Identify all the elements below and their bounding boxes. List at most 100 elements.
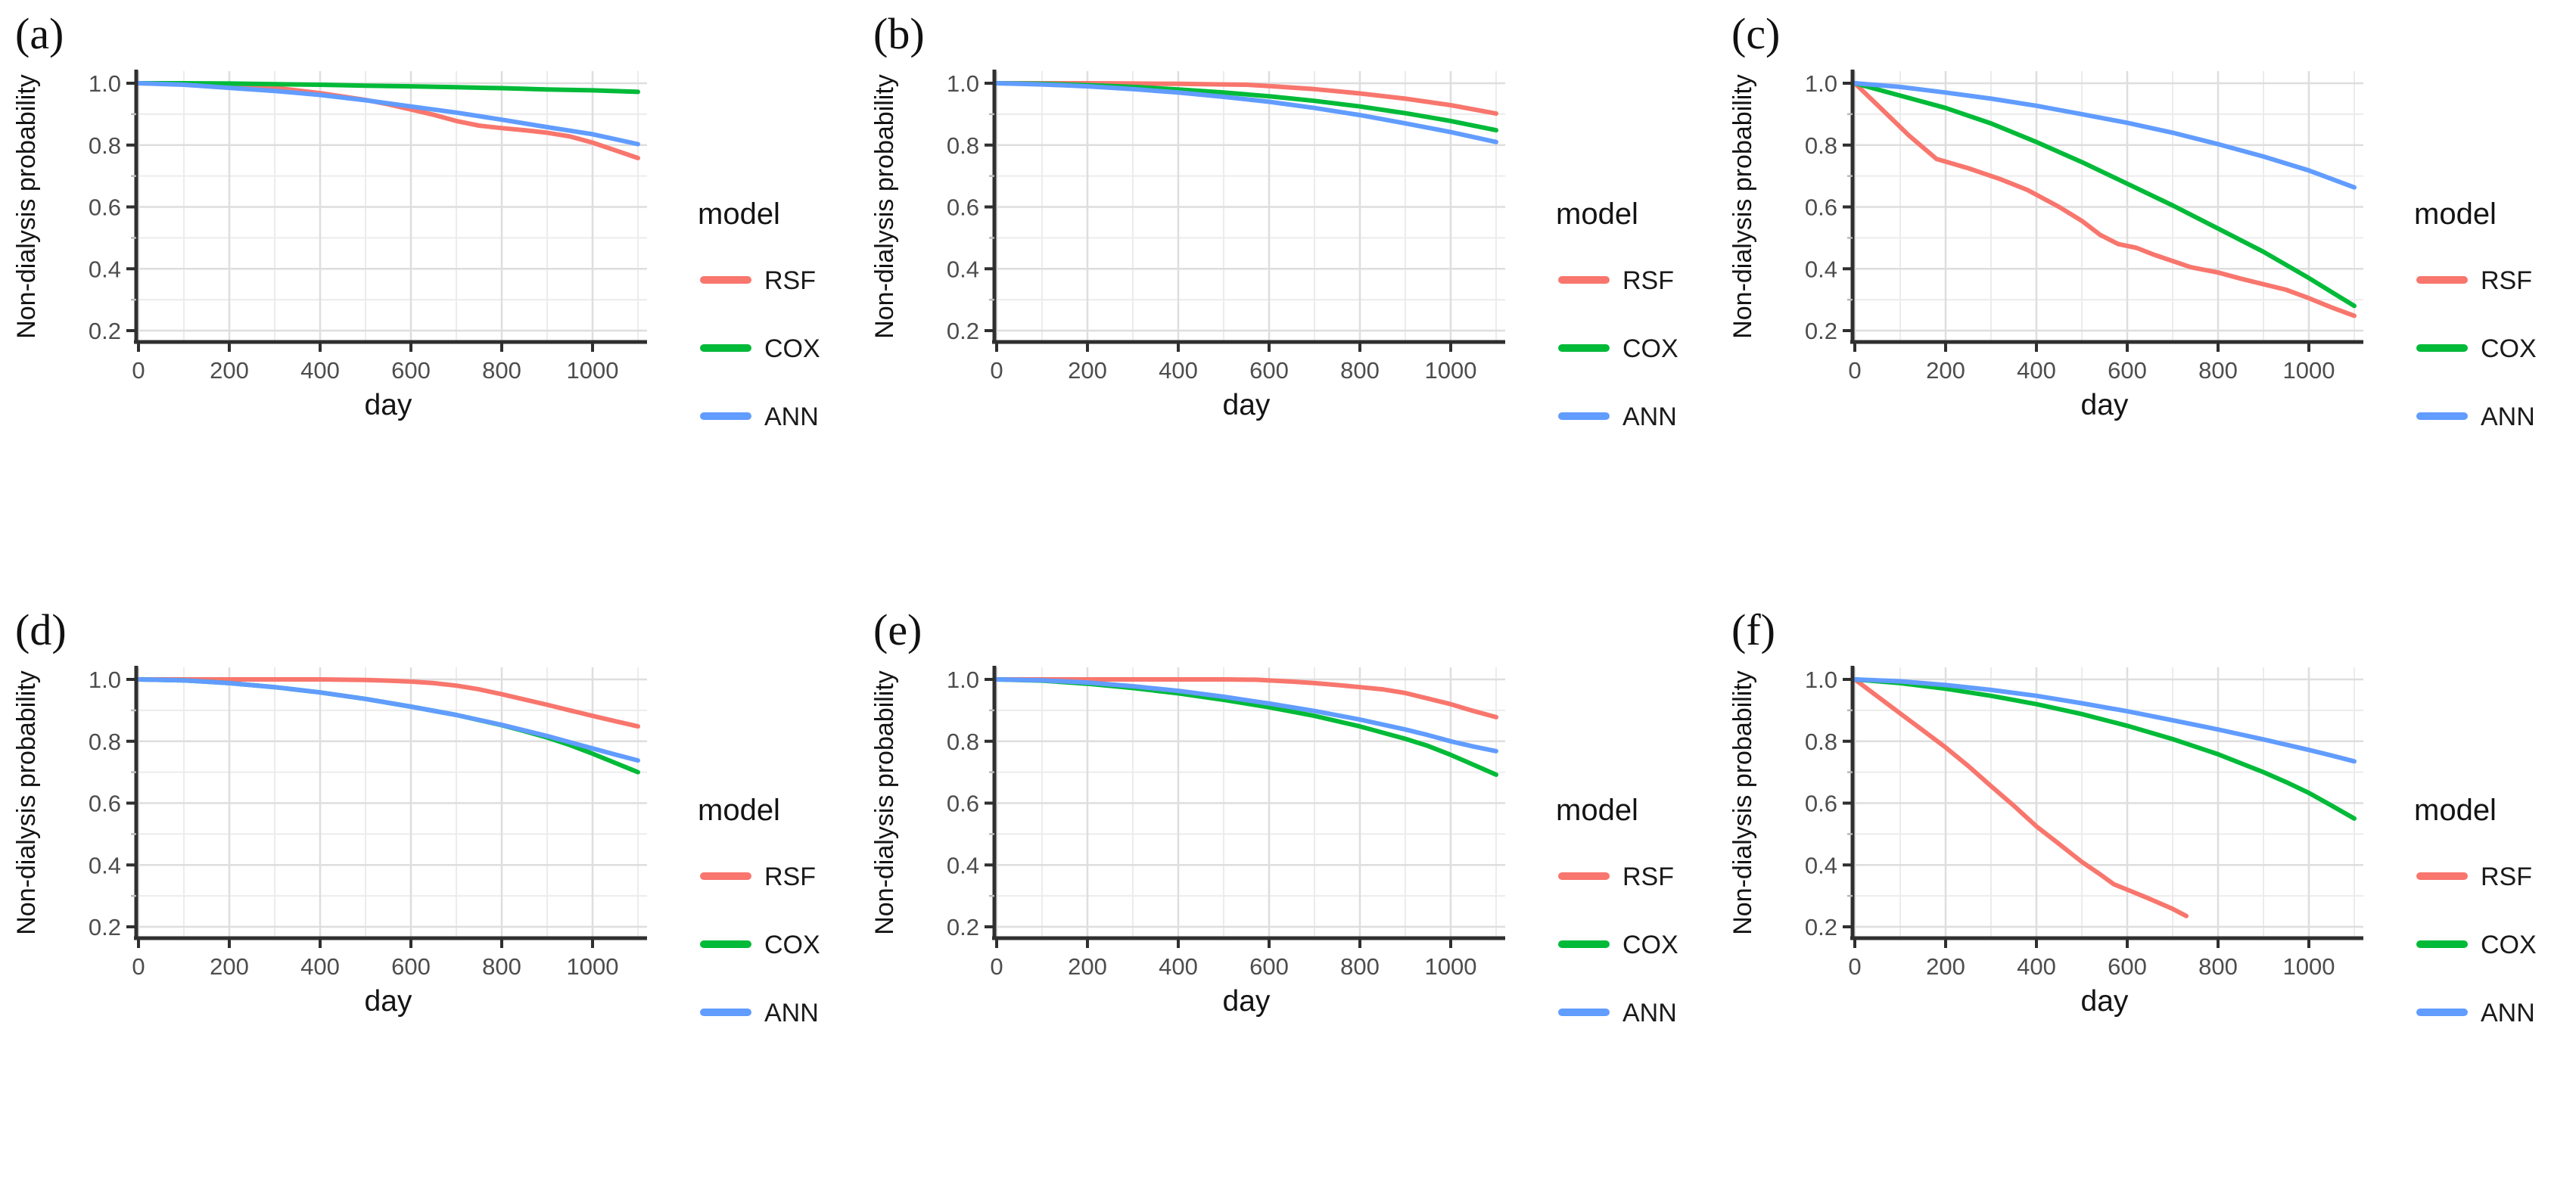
grid-major — [994, 667, 1505, 938]
plot-svg-f: (f) 0.2 0.4 0.6 0.8 1.0 0 200 400 600 800 1000 day No… — [1728, 605, 2537, 1027]
series-line-COX — [1853, 677, 2357, 821]
y-tick-label: 1.0 — [89, 667, 121, 693]
legend-title: model — [1556, 197, 1638, 231]
panel-d: (d) 0.2 0.4 0.6 0.8 1.0 0 200 400 600 800 1000 day No… — [0, 575, 858, 1178]
y-tick-label: 1.0 — [947, 70, 979, 97]
legend-title: model — [2414, 197, 2497, 231]
y-tick-label: 0.2 — [1805, 318, 1837, 344]
x-tick-label: 1000 — [1425, 357, 1477, 384]
x-tick-label: 0 — [132, 357, 145, 384]
legend-label-COX: COX — [764, 334, 820, 363]
legend-label-RSF: RSF — [1622, 266, 1674, 295]
x-tick-label: 800 — [1340, 953, 1380, 980]
series-line-ANN — [136, 81, 640, 147]
legend-title: model — [698, 794, 780, 827]
x-tick-label: 200 — [1926, 953, 1965, 980]
panel-group: (e) 0.2 0.4 0.6 0.8 1.0 0 200 400 600 800 1000 day No… — [870, 605, 1678, 1027]
legend-label-ANN: ANN — [2481, 999, 2535, 1027]
x-tick-label: 600 — [1249, 953, 1289, 980]
legend-label-ANN: ANN — [1622, 999, 1677, 1027]
axes — [126, 666, 647, 948]
panel-letter: (d) — [15, 605, 67, 654]
x-tick-label: 600 — [391, 953, 431, 980]
panel-c: (c) 0.2 0.4 0.6 0.8 1.0 0 200 400 600 800 1000 day No… — [1716, 0, 2576, 575]
panel-group: (d) 0.2 0.4 0.6 0.8 1.0 0 200 400 600 800 1000 day No… — [12, 605, 820, 1027]
x-tick-label: 0 — [990, 953, 1003, 980]
panel-b: (b) 0.2 0.4 0.6 0.8 1.0 0 200 400 600 800 1000 day No… — [858, 0, 1716, 575]
series-line-ANN — [136, 677, 640, 763]
legend-title: model — [2414, 794, 2497, 827]
series-line-ANN — [994, 81, 1498, 145]
legend: model RSF COX ANN — [698, 197, 820, 431]
panel-group: (b) 0.2 0.4 0.6 0.8 1.0 0 200 400 600 800 1000 day No… — [870, 9, 1678, 431]
legend-label-RSF: RSF — [2481, 266, 2532, 295]
y-axis-title: Non-dialysis probability — [12, 670, 41, 935]
y-tick-label: 0.6 — [1805, 791, 1837, 817]
x-tick-label: 200 — [210, 953, 249, 980]
y-tick-label: 1.0 — [89, 70, 121, 97]
x-tick-label: 200 — [1068, 357, 1107, 384]
legend-label-COX: COX — [1622, 931, 1678, 959]
series-line-ANN — [1853, 677, 2357, 764]
plot-svg-e: (e) 0.2 0.4 0.6 0.8 1.0 0 200 400 600 800 1000 day No… — [870, 605, 1678, 1027]
y-tick-label: 0.8 — [947, 729, 979, 755]
legend-label-ANN: ANN — [1622, 403, 1677, 431]
axes — [985, 70, 1505, 352]
plot-svg-b: (b) 0.2 0.4 0.6 0.8 1.0 0 200 400 600 800 1000 day No… — [870, 9, 1678, 431]
legend: model RSF COX ANN — [1556, 197, 1678, 431]
x-tick-label: 200 — [1926, 357, 1965, 384]
x-tick-label: 400 — [1159, 357, 1198, 384]
y-tick-label: 0.4 — [1805, 852, 1837, 878]
x-tick-label: 400 — [2017, 953, 2056, 980]
x-axis-title: day — [365, 389, 412, 421]
y-tick-label: 0.8 — [947, 132, 979, 159]
x-tick-label: 1000 — [2283, 357, 2335, 384]
x-tick-label: 1000 — [2283, 953, 2335, 980]
x-tick-label: 400 — [300, 953, 340, 980]
axes — [126, 70, 647, 352]
y-tick-label: 0.8 — [1805, 132, 1837, 159]
series-line-COX — [136, 677, 640, 775]
x-axis-title: day — [2081, 985, 2129, 1018]
series-line-COX — [994, 677, 1498, 777]
x-tick-label: 800 — [2198, 953, 2238, 980]
grid-major — [994, 71, 1505, 342]
legend-title: model — [1556, 794, 1638, 827]
x-tick-label: 0 — [132, 953, 145, 980]
x-tick-label: 0 — [1848, 953, 1861, 980]
legend-label-COX: COX — [764, 931, 820, 959]
y-tick-label: 0.8 — [89, 729, 121, 755]
series-line-RSF — [136, 677, 640, 729]
legend-label-RSF: RSF — [1622, 863, 1674, 891]
panel-letter: (c) — [1731, 9, 1780, 58]
y-tick-label: 0.6 — [89, 791, 121, 817]
series-line-COX — [136, 81, 640, 95]
grid-major — [136, 667, 647, 938]
y-tick-label: 0.6 — [89, 194, 121, 221]
plot-svg-c: (c) 0.2 0.4 0.6 0.8 1.0 0 200 400 600 800 1000 day No… — [1728, 9, 2537, 431]
panel-letter: (e) — [873, 605, 922, 654]
panel-a: (a) 0.2 0.4 0.6 0.8 1.0 0 200 400 600 800 1000 day No… — [0, 0, 858, 575]
x-axis-title: day — [1223, 985, 1271, 1018]
legend: model RSF COX ANN — [1556, 794, 1678, 1027]
series-line-RSF — [136, 81, 640, 160]
series-line-ANN — [994, 677, 1498, 754]
x-tick-label: 800 — [2198, 357, 2238, 384]
x-tick-label: 800 — [1340, 357, 1380, 384]
legend-label-COX: COX — [2481, 931, 2537, 959]
x-tick-label: 1000 — [1425, 953, 1477, 980]
y-axis-title: Non-dialysis probability — [870, 74, 899, 339]
panel-e: (e) 0.2 0.4 0.6 0.8 1.0 0 200 400 600 800 1000 day No… — [858, 575, 1716, 1178]
x-tick-label: 1000 — [567, 357, 619, 384]
legend-label-RSF: RSF — [764, 863, 816, 891]
y-tick-label: 0.4 — [1805, 256, 1837, 282]
y-axis-title: Non-dialysis probability — [12, 74, 41, 339]
series-line-RSF — [1853, 81, 2357, 319]
y-axis-title: Non-dialysis probability — [1728, 670, 1757, 935]
x-axis-title: day — [2081, 389, 2129, 421]
x-axis-title: day — [1223, 389, 1271, 421]
y-axis-title: Non-dialysis probability — [1728, 74, 1757, 339]
y-tick-label: 0.2 — [89, 318, 121, 344]
panel-letter: (b) — [873, 9, 925, 58]
